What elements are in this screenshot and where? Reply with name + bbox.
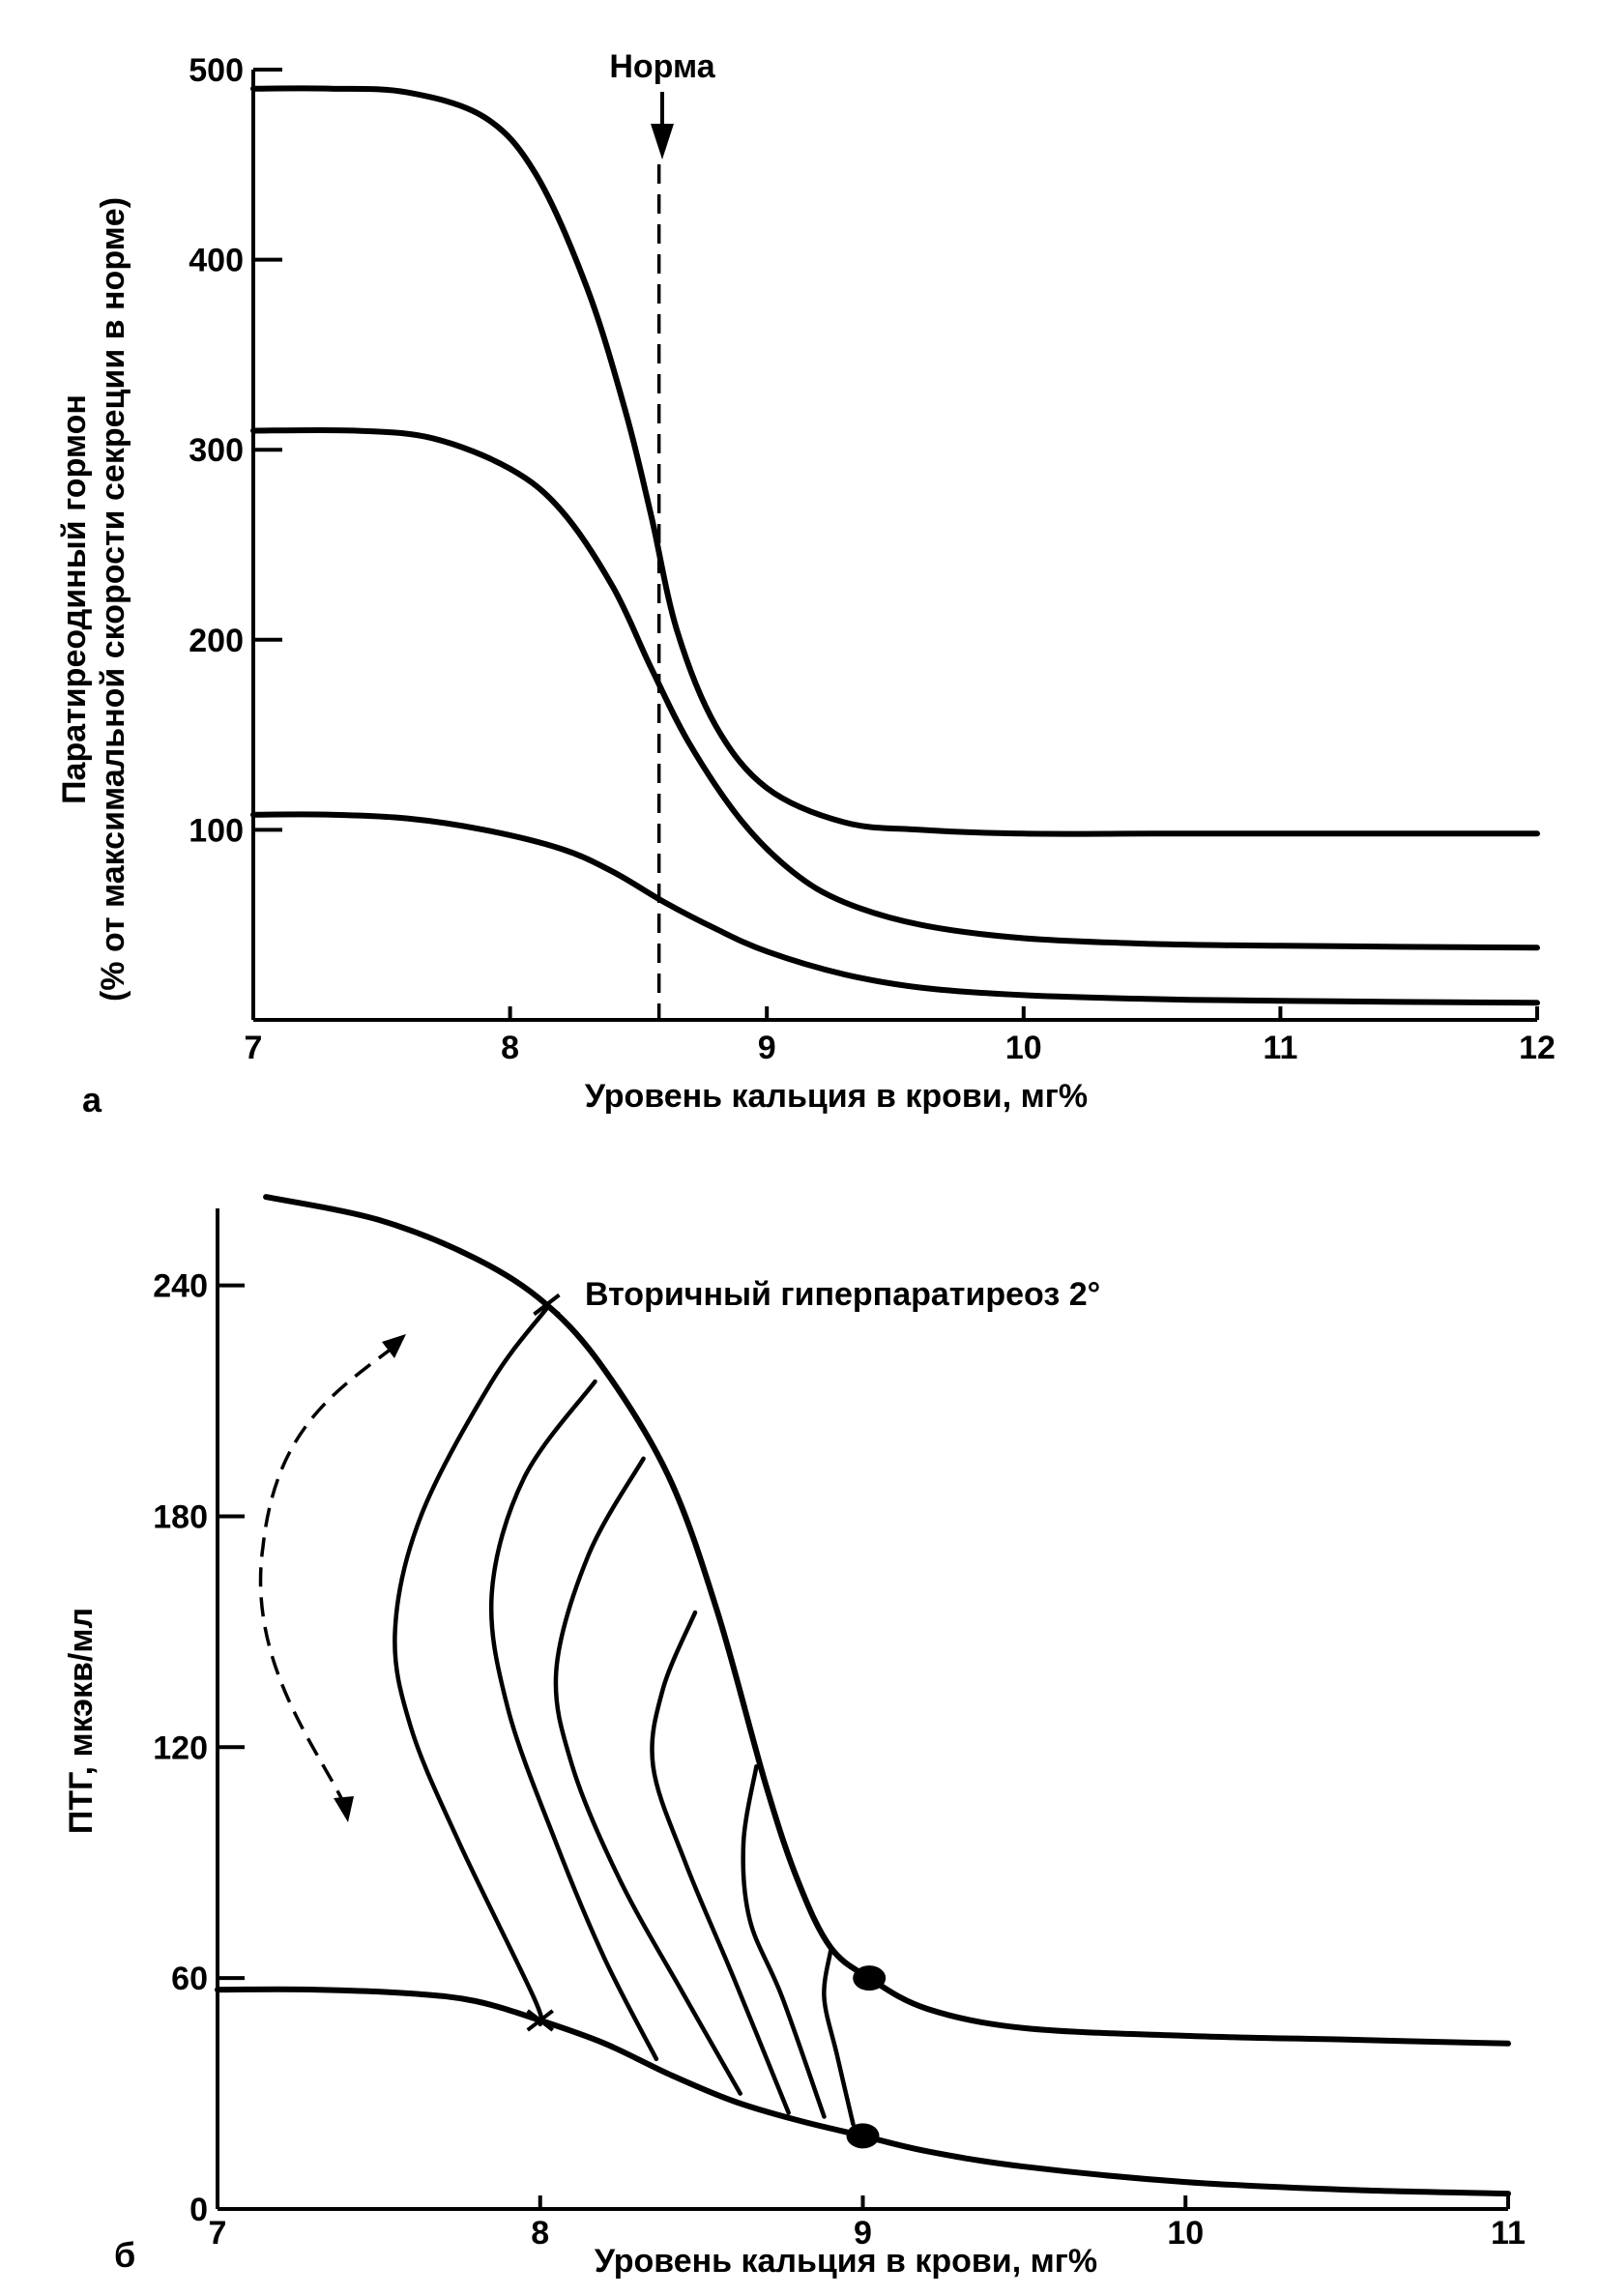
panel-b-y-tick-label: 120: [153, 1729, 208, 1766]
panel-a-x-tick-label: 11: [1263, 1030, 1297, 1066]
panel-a-norm-label: Норма: [609, 48, 715, 85]
panel-a-y-tick-label: 100: [189, 812, 244, 849]
panel-a-y-axis-label-line1: Паратиреодиный гормон: [56, 394, 93, 804]
panel-b-x-ticks: 7 8 9 10 11: [209, 2195, 1526, 2252]
panel-b-y-tick-label: 0: [189, 2192, 208, 2228]
panel-a-norm-arrowhead: [651, 124, 674, 160]
panel-b-chart: 7 8 9 10 11 0 60 120 180 240 Уровень кальция в к…: [63, 1194, 1526, 2280]
panel-b-cross-marker: [526, 2009, 554, 2032]
panel-a-x-tick-label: 9: [758, 1030, 776, 1066]
panel-b-cross-stroke: [533, 1293, 561, 1317]
panel-b-dot-marker: [846, 2123, 880, 2149]
panel-a-x-ticks: 7 8 9 10 11 12: [245, 1006, 1556, 1066]
panel-a-curve-3: [250, 811, 1540, 1006]
panel-b-y-axis-label: ПТГ, мкэкв/мл: [63, 1608, 100, 1834]
panel-b-arrowhead-top: [382, 1334, 406, 1358]
panel-b-curve-2: [215, 1986, 1511, 2197]
panel-b-dashed-arc: [258, 1347, 393, 1809]
panel-b-cross-stroke: [526, 2009, 554, 2032]
panel-b-x-tick-label: 9: [854, 2215, 872, 2252]
panel-b-curve-6: [650, 1610, 791, 2115]
panel-b-letter: б: [114, 2235, 135, 2275]
panel-a-norm-marker: [651, 92, 674, 1020]
panel-b-annotation: Вторичный гиперпаратиреоз 2°: [585, 1276, 1100, 1313]
panel-a-curve-2: [250, 426, 1540, 951]
panel-b-x-tick-label: 11: [1491, 2215, 1526, 2252]
panel-b-dashed-arrow: [258, 1334, 406, 1822]
panel-a-x-tick-label: 8: [501, 1030, 519, 1066]
panel-b-curve-8: [822, 1949, 856, 2127]
panel-b-x-tick-label: 8: [531, 2215, 549, 2252]
panel-a-y-tick-label: 300: [189, 432, 244, 469]
panel-a-x-tick-label: 7: [245, 1030, 263, 1066]
panel-a-x-tick-label: 10: [1005, 1030, 1042, 1066]
panel-b-y-ticks: 0 60 120 180 240: [153, 1268, 245, 2228]
panel-b-markers: [526, 1293, 887, 2149]
panel-a-chart: 7 8 9 10 11 12 100 200 300 400 500 Уровень кальци…: [56, 48, 1556, 1119]
panel-a-letter: а: [82, 1080, 102, 1119]
panel-b-y-tick-label: 240: [153, 1268, 208, 1305]
panel-b-y-tick-label: 180: [153, 1498, 208, 1535]
panel-a-y-ticks: 100 200 300 400 500: [189, 52, 282, 849]
panel-b-x-axis-label: Уровень кальция в крови, мг%: [595, 2243, 1097, 2280]
panel-b-axes: [216, 1208, 1508, 2211]
panel-b-curve-3: [393, 1306, 549, 2027]
panel-b-x-tick-label: 10: [1167, 2215, 1204, 2252]
panel-a-x-tick-label: 12: [1519, 1030, 1556, 1066]
panel-b-dot-marker: [853, 1965, 887, 1991]
panel-a-y-tick-label: 200: [189, 623, 244, 659]
panel-b-cross-marker: [533, 1293, 561, 1317]
panel-b-arrowhead-bottom: [334, 1796, 354, 1822]
panel-a-axes: [251, 70, 1537, 1022]
panel-a-x-axis-label: Уровень кальция в крови, мг%: [585, 1078, 1088, 1115]
panel-b-y-tick-label: 60: [171, 1961, 208, 1997]
panel-b-curve-5: [553, 1456, 742, 2096]
panel-b-curve-7: [741, 1763, 827, 2119]
panel-b-x-tick-label: 7: [209, 2215, 227, 2252]
panel-a-y-tick-label: 500: [189, 52, 244, 89]
panel-a-curves: [250, 85, 1540, 1006]
panel-b-curve-4: [488, 1379, 659, 2062]
panel-b-curve-1: [263, 1194, 1511, 2047]
panel-a-y-tick-label: 400: [189, 243, 244, 279]
panel-a-y-axis-label-line2: (% от максимальной скорости секреции в н…: [95, 197, 131, 1002]
panel-b-curves: [215, 1194, 1511, 2197]
panel-a-curve-1: [250, 85, 1540, 837]
